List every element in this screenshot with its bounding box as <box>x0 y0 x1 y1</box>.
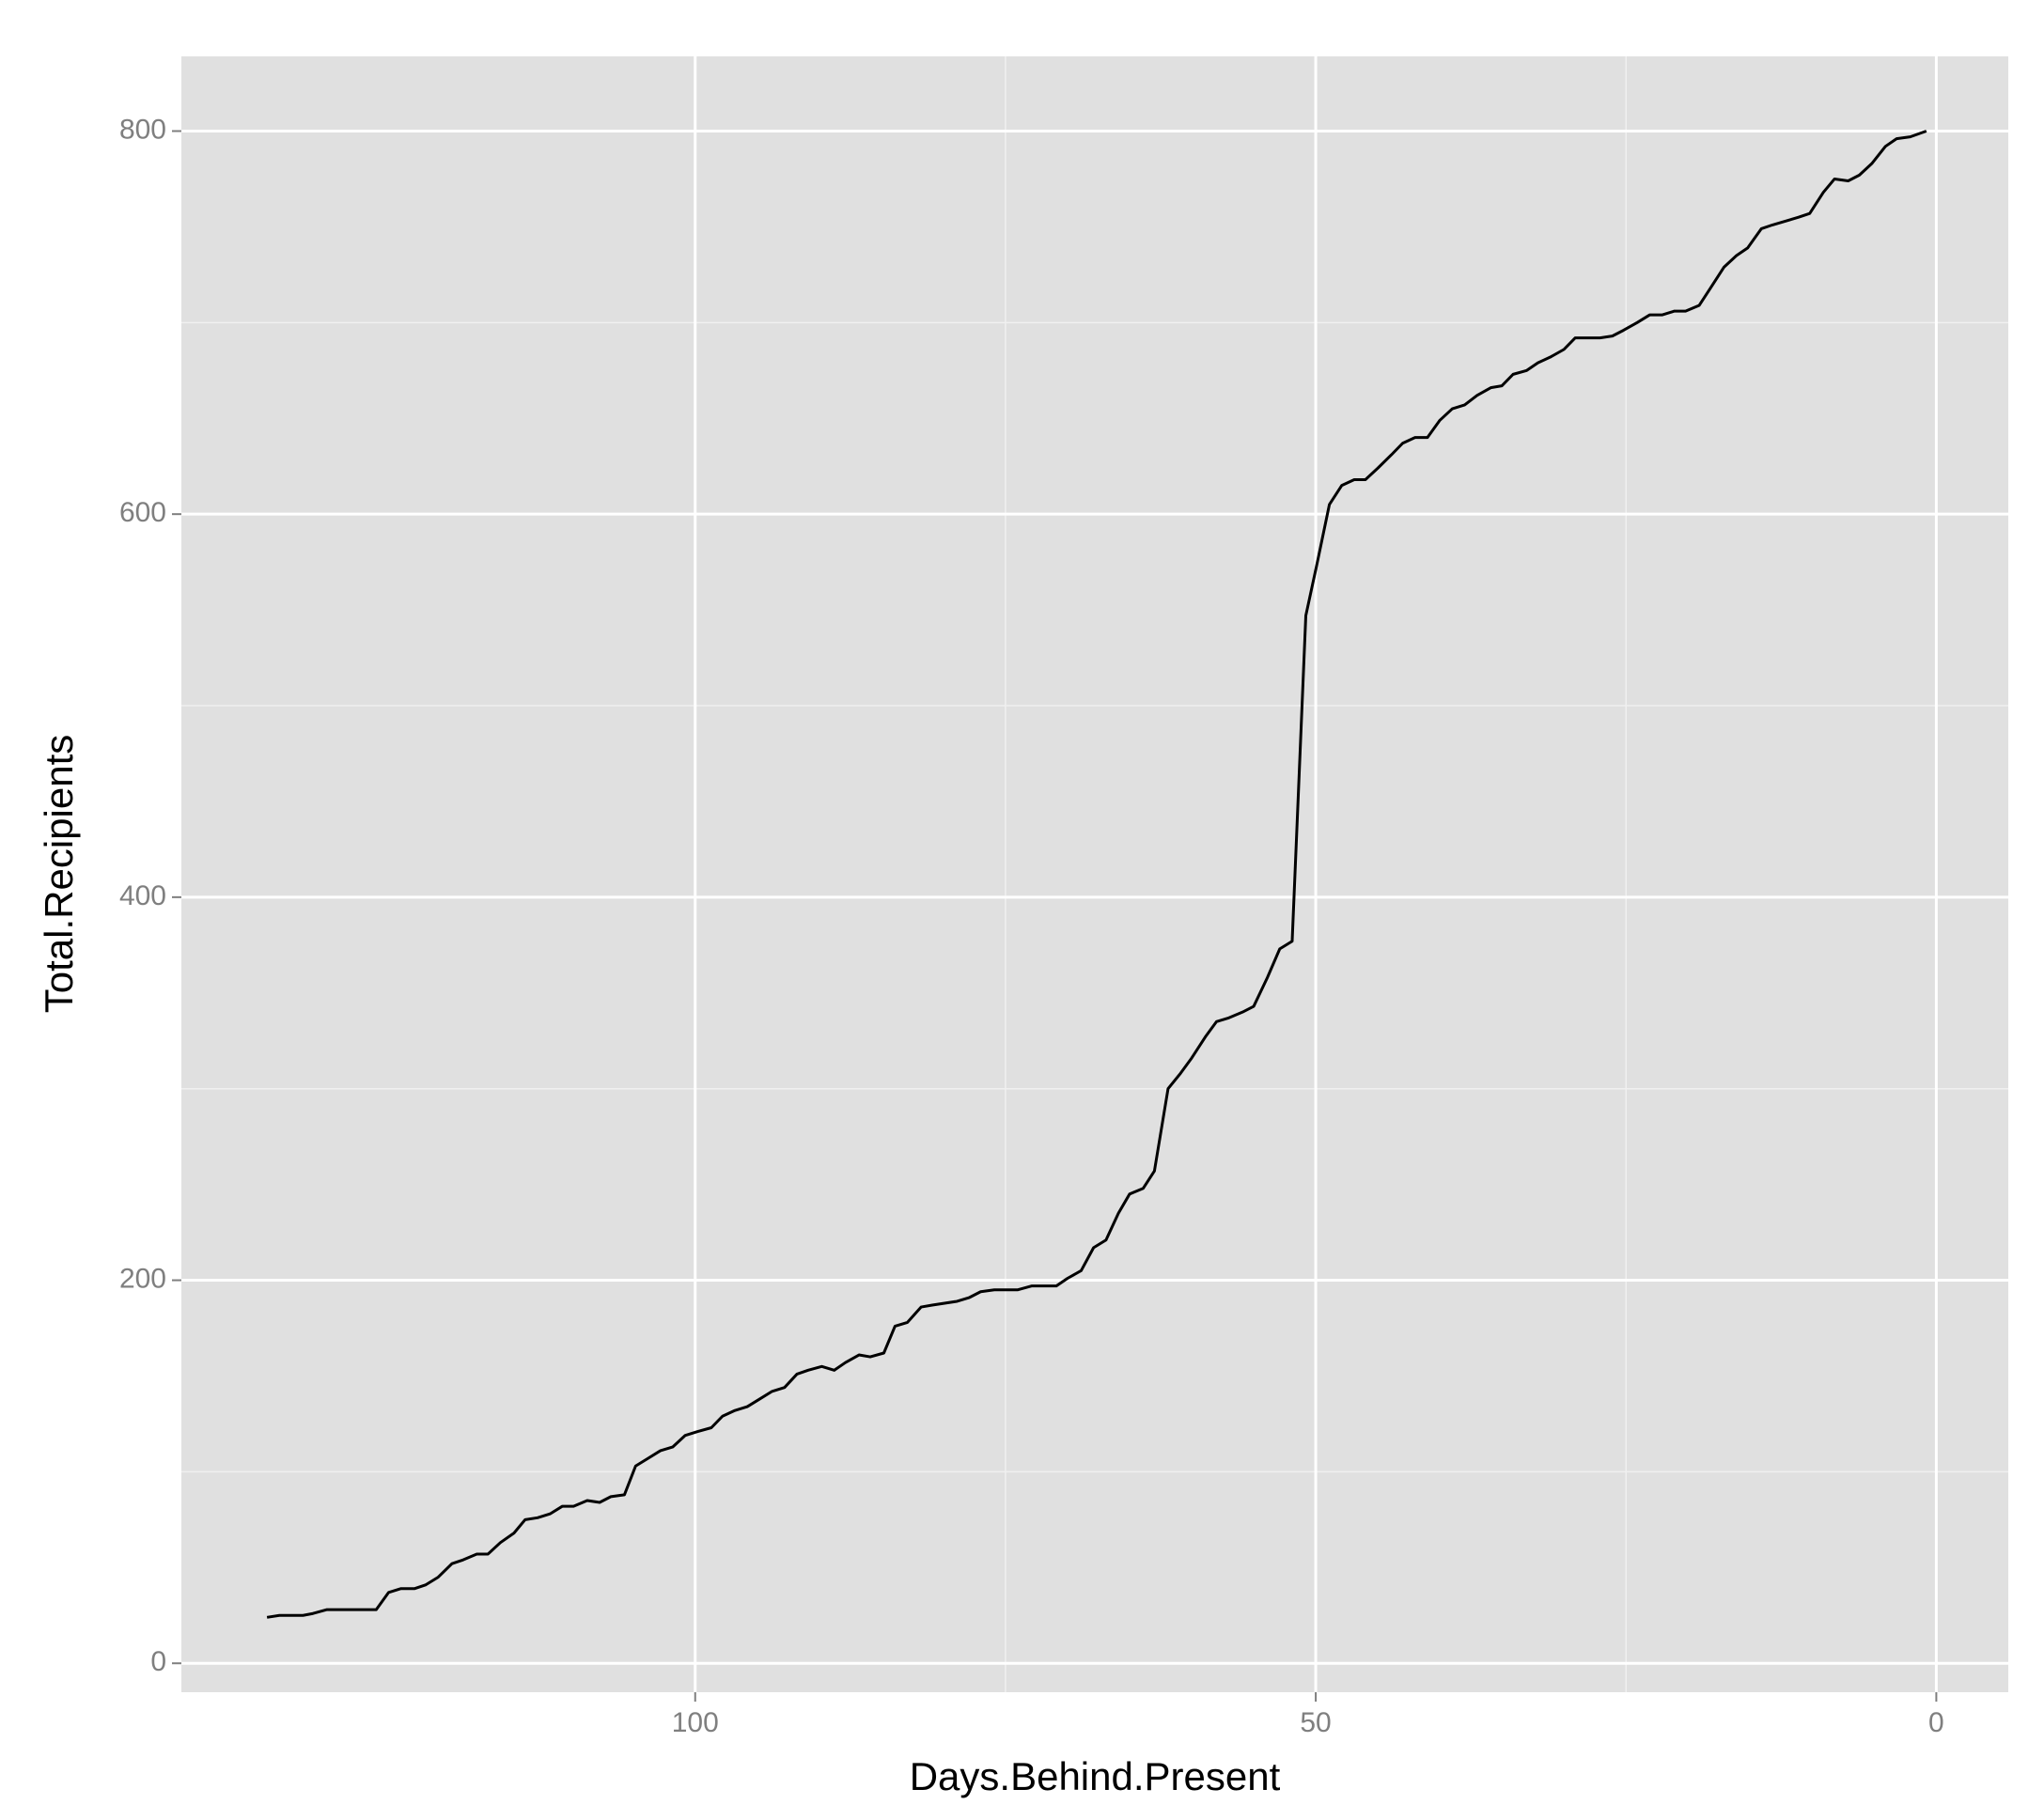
y-tick-label: 200 <box>119 1263 166 1294</box>
x-tick-label: 100 <box>672 1707 719 1738</box>
data-line <box>266 130 1927 1619</box>
plot-background <box>181 56 2008 1692</box>
x-tick-label: 50 <box>1300 1707 1331 1738</box>
y-axis-title: Total.Recipients <box>37 735 81 1013</box>
y-tick-label: 800 <box>119 114 166 145</box>
x-axis-title: Days.Behind.Present <box>910 1754 1281 1798</box>
y-tick-label: 0 <box>150 1646 166 1677</box>
y-tick-label: 600 <box>119 497 166 528</box>
x-tick-label: 0 <box>1928 1707 1944 1738</box>
y-tick-label: 400 <box>119 880 166 911</box>
